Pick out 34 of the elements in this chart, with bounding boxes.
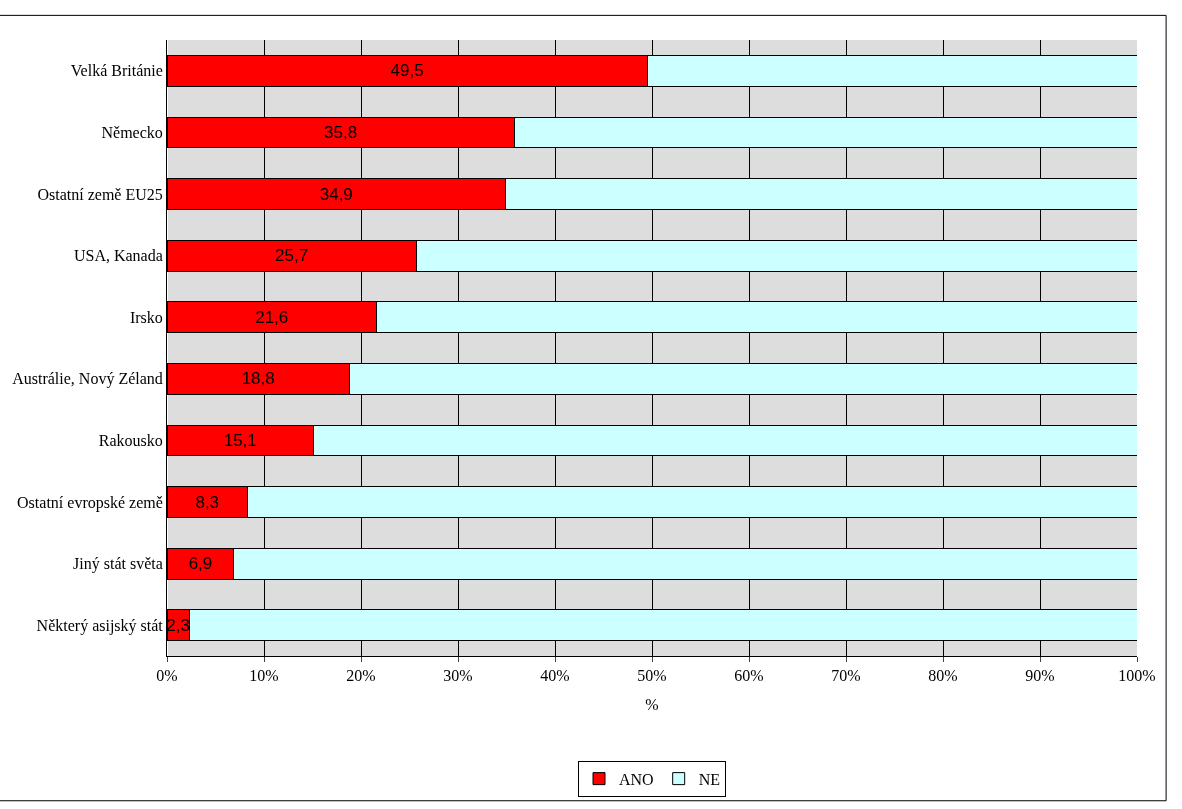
data-label: 35,8	[324, 122, 358, 142]
y-tick-label: Velká Británie	[70, 62, 163, 80]
x-tick-label: 80%	[928, 667, 958, 685]
x-tick-label: 60%	[734, 667, 764, 685]
x-axis-title: %	[645, 695, 659, 713]
data-label: 2,3	[166, 615, 190, 635]
x-tick-label: 100%	[1118, 667, 1156, 685]
y-tick-label: Ostatní země EU25	[37, 185, 163, 203]
legend-label: NE	[698, 770, 720, 788]
y-tick-label: USA, Kanada	[73, 247, 163, 265]
x-tick-label: 40%	[540, 667, 570, 685]
legend-label: ANO	[619, 770, 654, 788]
data-label: 21,6	[255, 307, 289, 327]
y-tick-label: Ostatní evropské země	[17, 493, 163, 512]
data-label: 8,3	[195, 492, 220, 512]
x-tick-label: 90%	[1025, 667, 1055, 685]
data-label: 25,7	[275, 246, 309, 266]
x-tick-label: 50%	[637, 667, 667, 685]
y-tick-label: Irsko	[129, 308, 163, 326]
y-tick-label: Austrálie, Nový Zéland	[12, 370, 163, 389]
y-tick-label: Německo	[101, 124, 163, 141]
data-label: 34,9	[319, 184, 353, 204]
y-tick-label: Jiný stát světa	[73, 555, 163, 574]
data-label: 49,5	[390, 61, 424, 81]
x-tick-label: 70%	[831, 667, 861, 685]
data-label: 6,9	[188, 554, 213, 574]
x-tick-label: 20%	[346, 667, 376, 685]
data-label: 18,8	[241, 369, 275, 389]
y-tick-label: Některý asijský stát	[36, 616, 164, 635]
data-label: 15,1	[223, 430, 257, 450]
x-tick-label: 30%	[443, 667, 473, 685]
y-tick-label: Rakousko	[98, 432, 163, 449]
x-tick-label: 0%	[156, 667, 178, 685]
x-tick-label: 10%	[249, 667, 279, 685]
